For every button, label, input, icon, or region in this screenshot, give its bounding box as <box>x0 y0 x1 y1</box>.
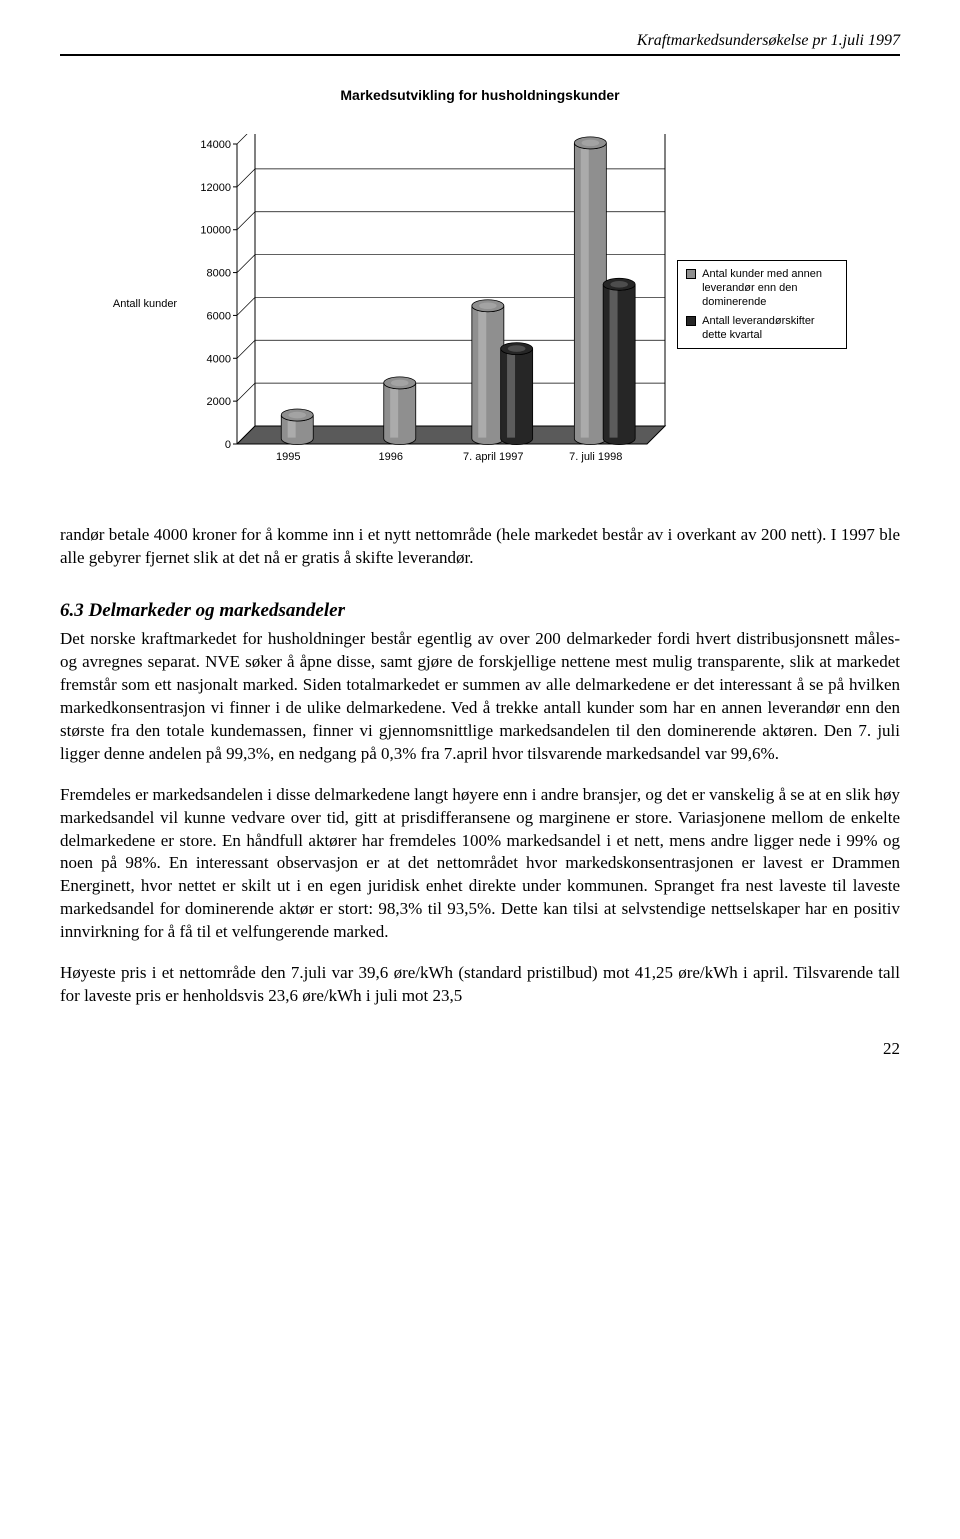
paragraph-2: Det norske kraftmarkedet for husholdning… <box>60 628 900 766</box>
legend-item: Antal kunder med annen leverandør enn de… <box>686 267 838 310</box>
page-number: 22 <box>60 1038 900 1061</box>
svg-text:4000: 4000 <box>207 354 231 366</box>
svg-text:0: 0 <box>225 439 231 451</box>
legend-item: Antall leverandørskifter dette kvartal <box>686 314 838 343</box>
svg-text:7. juli 1998: 7. juli 1998 <box>569 451 622 463</box>
chart-legend: Antal kunder med annen leverandør enn de… <box>677 260 847 349</box>
paragraph-4: Høyeste pris i et nettområde den 7.juli … <box>60 962 900 1008</box>
legend-label: Antal kunder med annen leverandør enn de… <box>702 267 838 310</box>
y-axis-label: Antall kunder <box>113 297 177 312</box>
svg-text:1995: 1995 <box>276 451 300 463</box>
legend-swatch <box>686 316 696 326</box>
svg-text:2000: 2000 <box>207 397 231 409</box>
paragraph-3: Fremdeles er markedsandelen i disse delm… <box>60 784 900 945</box>
svg-text:8000: 8000 <box>207 268 231 280</box>
paragraph-1: randør betale 4000 kroner for å komme in… <box>60 524 900 570</box>
svg-text:12000: 12000 <box>201 182 232 194</box>
legend-swatch <box>686 269 696 279</box>
section-heading: 6.3 Delmarkeder og markedsandeler <box>60 598 900 624</box>
svg-text:10000: 10000 <box>201 225 232 237</box>
chart-container: Antall kunder 0 2000 4000 6000 8000 10000 1200… <box>60 134 900 474</box>
svg-text:1996: 1996 <box>379 451 403 463</box>
bar-chart: 0 2000 4000 6000 8000 10000 12000 14000 1995 1996… <box>187 134 667 474</box>
legend-label: Antall leverandørskifter dette kvartal <box>702 314 838 343</box>
running-head: Kraftmarkedsundersøkelse pr 1.juli 1997 <box>60 30 900 56</box>
chart-title: Markedsutvikling for husholdningskunder <box>60 86 900 105</box>
svg-text:7. april 1997: 7. april 1997 <box>463 451 524 463</box>
svg-text:6000: 6000 <box>207 311 231 323</box>
svg-text:14000: 14000 <box>201 139 232 151</box>
